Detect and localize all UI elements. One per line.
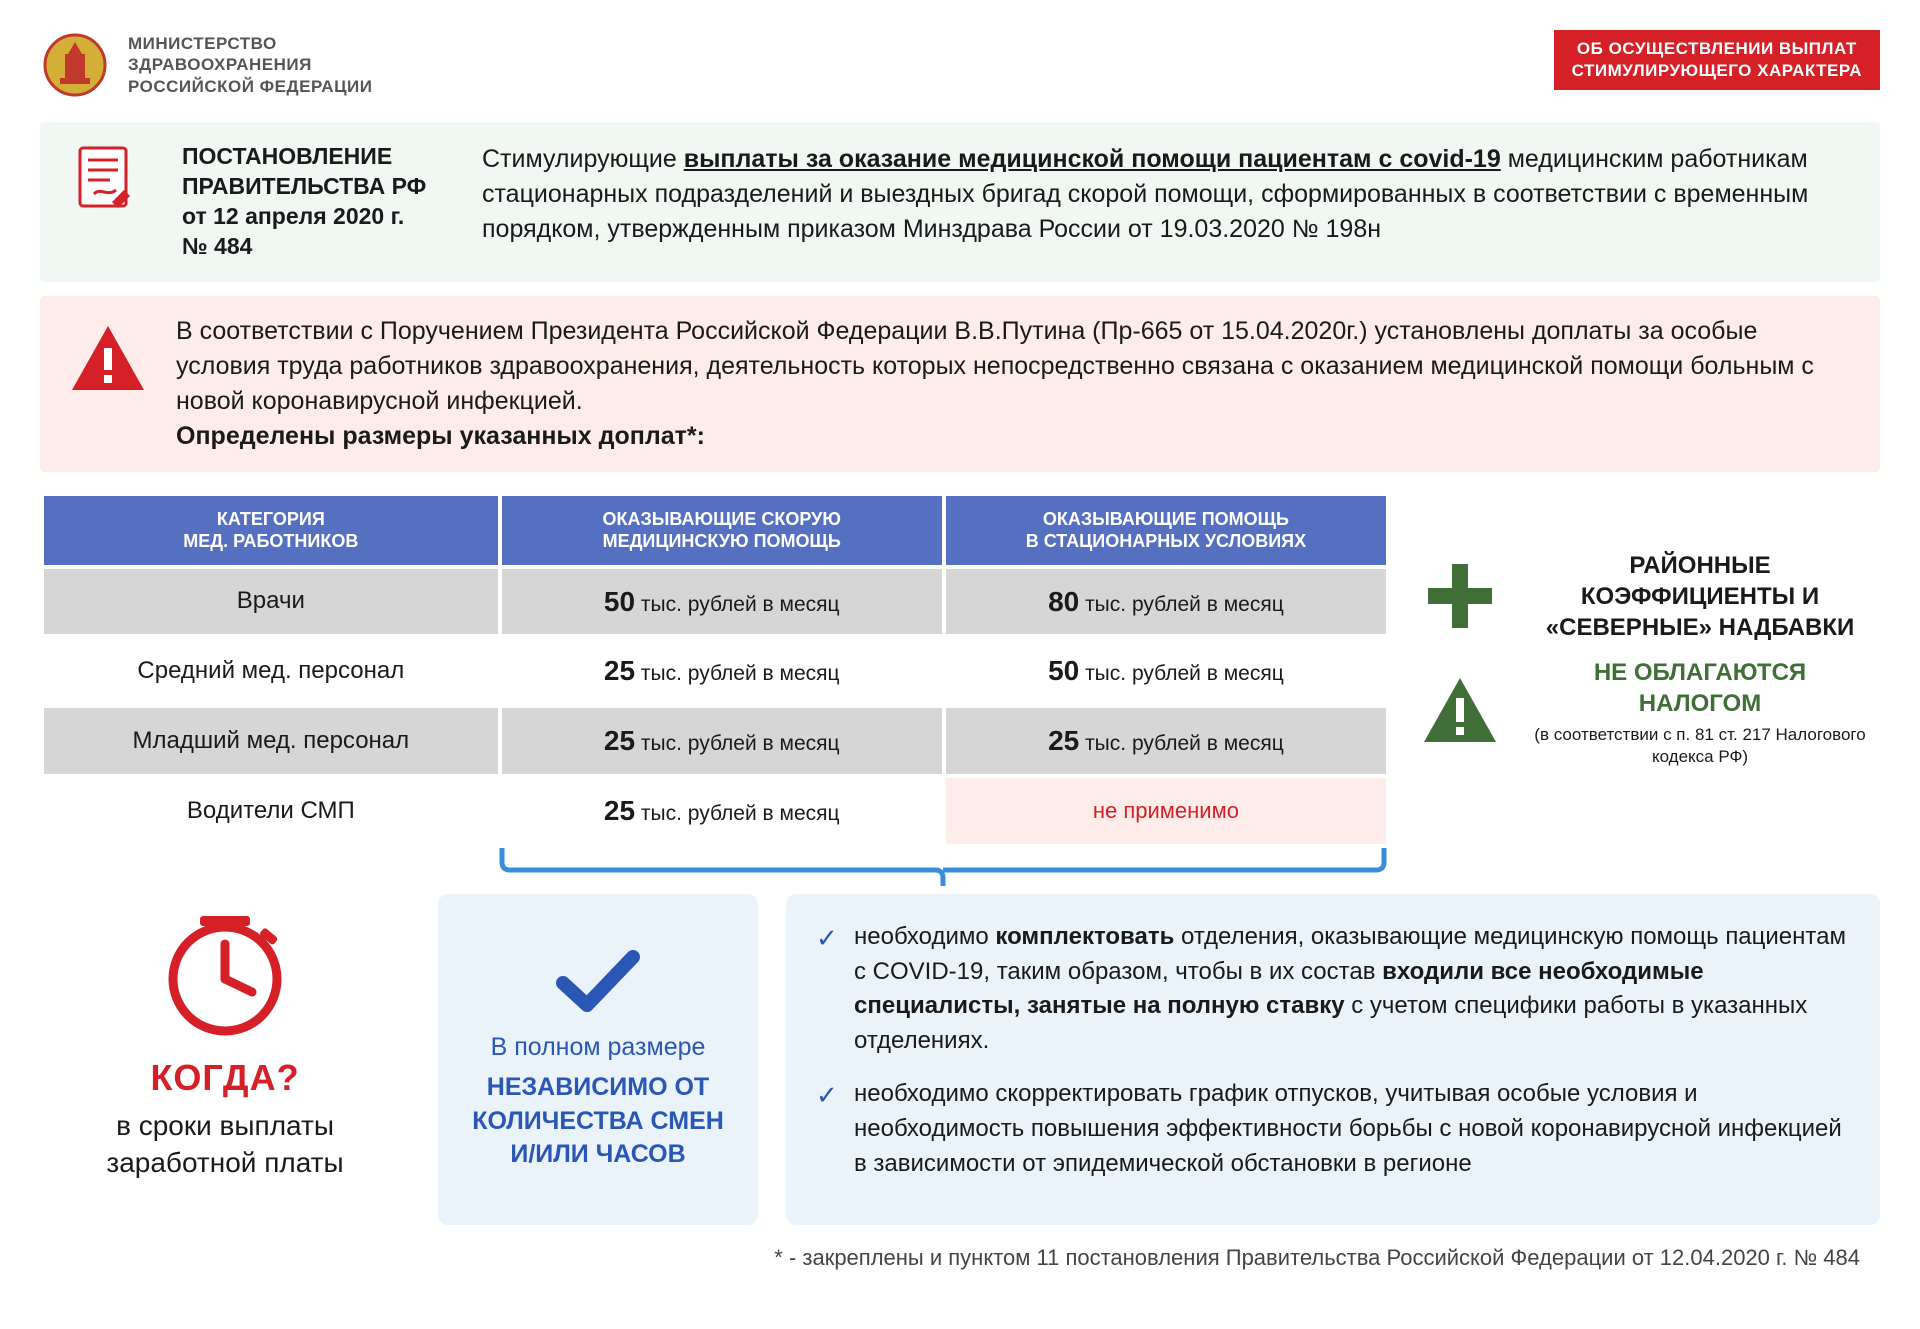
decree-box: ПОСТАНОВЛЕНИЕ ПРАВИТЕЛЬСТВА РФ от 12 апр… <box>40 122 1880 282</box>
decree-lead: Стимулирующие <box>482 145 684 173</box>
footnote: * - закреплены и пунктом 11 постановлени… <box>40 1243 1880 1273</box>
notax-line2: НАЛОГОМ <box>1639 690 1761 717</box>
main-grid: КАТЕГОРИЯ МЕД. РАБОТНИКОВ ОКАЗЫВАЮЩИЕ СК… <box>40 492 1880 886</box>
when-box: КОГДА? в сроки выплаты заработной платы <box>40 894 410 1226</box>
warning-icon <box>68 320 148 400</box>
table-row: Водители СМП25 тыс. рублей в месяцне при… <box>42 776 1388 846</box>
side-no-tax: НЕ ОБЛАГАЮТСЯ НАЛОГОМ (в соответствии с … <box>1420 657 1880 768</box>
decree-title-line: № 484 <box>182 232 442 262</box>
alert-bold: Определены размеры указанных доплат*: <box>176 422 705 450</box>
document-icon <box>70 142 142 214</box>
side-coeff-text: РАЙОННЫЕ КОЭФФИЦИЕНТЫ И «СЕВЕРНЫЕ» НАДБА… <box>1520 550 1880 644</box>
cell-category: Средний мед. персонал <box>42 636 500 706</box>
alert-box: В соответствии с Поручением Президента Р… <box>40 296 1880 472</box>
fullsize-box: В полном размере НЕЗАВИСИМО ОТ КОЛИЧЕСТВ… <box>438 894 758 1226</box>
cell-category: Врачи <box>42 567 500 637</box>
cell-amount: 50 тыс. рублей в месяц <box>944 636 1388 706</box>
decree-title: ПОСТАНОВЛЕНИЕ ПРАВИТЕЛЬСТВА РФ от 12 апр… <box>182 142 442 262</box>
check-icon: ✓ <box>816 920 840 1059</box>
notax-line1: НЕ ОБЛАГАЮТСЯ <box>1594 659 1806 686</box>
when-title: КОГДА? <box>40 1054 410 1103</box>
bullet-text: необходимо скорректировать график отпуск… <box>854 1077 1850 1181</box>
alert-text: В соответствии с Поручением Президента Р… <box>176 317 1814 415</box>
cell-category: Младший мед. персонал <box>42 706 500 776</box>
cell-amount: 50 тыс. рублей в месяц <box>500 567 944 637</box>
clock-icon <box>160 914 290 1044</box>
alert-body: В соответствии с Поручением Президента Р… <box>176 314 1850 454</box>
topic-badge: ОБ ОСУЩЕСТВЛЕНИИ ВЫПЛАТ СТИМУЛИРУЮЩЕГО Х… <box>1554 30 1880 90</box>
col-header-emergency: ОКАЗЫВАЮЩИЕ СКОРУЮ МЕДИЦИНСКУЮ ПОМОЩЬ <box>500 494 944 567</box>
header: МИНИСТЕРСТВО ЗДРАВООХРАНЕНИЯ РОССИЙСКОЙ … <box>40 30 1880 100</box>
cell-amount: 25 тыс. рублей в месяц <box>500 636 944 706</box>
bracket-icon <box>40 846 1390 886</box>
cell-amount: 80 тыс. рублей в месяц <box>944 567 1388 637</box>
bullet-text: необходимо комплектовать отделения, оказ… <box>854 920 1850 1059</box>
cell-category: Водители СМП <box>42 776 500 846</box>
decree-title-line: ПРАВИТЕЛЬСТВА РФ <box>182 172 442 202</box>
decree-title-line: от 12 апреля 2020 г. <box>182 202 442 232</box>
table-row: Средний мед. персонал25 тыс. рублей в ме… <box>42 636 1388 706</box>
badge-line: СТИМУЛИРУЮЩЕГО ХАРАКТЕРА <box>1572 60 1862 82</box>
decree-title-line: ПОСТАНОВЛЕНИЕ <box>182 142 442 172</box>
when-sub: в сроки выплаты заработной платы <box>40 1108 410 1181</box>
ministry-line: РОССИЙСКОЙ ФЕДЕРАЦИИ <box>128 76 372 97</box>
cell-amount: 25 тыс. рублей в месяц <box>500 776 944 846</box>
payments-table-wrap: КАТЕГОРИЯ МЕД. РАБОТНИКОВ ОКАЗЫВАЮЩИЕ СК… <box>40 492 1390 886</box>
cell-amount: 25 тыс. рублей в месяц <box>944 706 1388 776</box>
side-panel: РАЙОННЫЕ КОЭФФИЦИЕНТЫ И «СЕВЕРНЫЕ» НАДБА… <box>1420 492 1880 768</box>
ministry-line: ЗДРАВООХРАНЕНИЯ <box>128 54 372 75</box>
plus-icon <box>1420 556 1500 636</box>
col-header-category: КАТЕГОРИЯ МЕД. РАБОТНИКОВ <box>42 494 500 567</box>
decree-body: Стимулирующие выплаты за оказание медици… <box>482 142 1850 247</box>
cell-amount: 25 тыс. рублей в месяц <box>500 706 944 776</box>
emblem-icon <box>40 30 110 100</box>
badge-line: ОБ ОСУЩЕСТВЛЕНИИ ВЫПЛАТ <box>1572 38 1862 60</box>
col-header-inpatient: ОКАЗЫВАЮЩИЕ ПОМОЩЬ В СТАЦИОНАРНЫХ УСЛОВИ… <box>944 494 1388 567</box>
payments-table: КАТЕГОРИЯ МЕД. РАБОТНИКОВ ОКАЗЫВАЮЩИЕ СК… <box>40 492 1390 848</box>
col-header-text: ОКАЗЫВАЮЩИЕ ПОМОЩЬ В СТАЦИОНАРНЫХ УСЛОВИ… <box>1026 509 1306 552</box>
col-header-text: ОКАЗЫВАЮЩИЕ СКОРУЮ МЕДИЦИНСКУЮ ПОМОЩЬ <box>603 509 841 552</box>
table-row: Врачи50 тыс. рублей в месяц80 тыс. рубле… <box>42 567 1388 637</box>
notax-sub: (в соответствии с п. 81 ст. 217 Налогово… <box>1520 724 1880 768</box>
bullet-item: ✓необходимо комплектовать отделения, ока… <box>816 920 1850 1059</box>
logo-block: МИНИСТЕРСТВО ЗДРАВООХРАНЕНИЯ РОССИЙСКОЙ … <box>40 30 372 100</box>
fullsize-bold: НЕЗАВИСИМО ОТ КОЛИЧЕСТВА СМЕН И/ИЛИ ЧАСО… <box>460 1071 736 1172</box>
ministry-name: МИНИСТЕРСТВО ЗДРАВООХРАНЕНИЯ РОССИЙСКОЙ … <box>128 33 372 97</box>
warning-green-icon <box>1420 672 1500 752</box>
ministry-line: МИНИСТЕРСТВО <box>128 33 372 54</box>
bottom-section: КОГДА? в сроки выплаты заработной платы … <box>40 894 1880 1226</box>
cell-amount: не применимо <box>944 776 1388 846</box>
side-notax-text: НЕ ОБЛАГАЮТСЯ НАЛОГОМ (в соответствии с … <box>1520 657 1880 768</box>
check-icon: ✓ <box>816 1077 840 1181</box>
checkmark-icon <box>553 947 643 1017</box>
fullsize-lead: В полном размере <box>491 1031 706 1065</box>
side-coefficients: РАЙОННЫЕ КОЭФФИЦИЕНТЫ И «СЕВЕРНЫЕ» НАДБА… <box>1420 550 1880 644</box>
decree-underlined: выплаты за оказание медицинской помощи п… <box>684 145 1501 173</box>
bullet-item: ✓необходимо скорректировать график отпус… <box>816 1077 1850 1181</box>
table-row: Младший мед. персонал25 тыс. рублей в ме… <box>42 706 1388 776</box>
col-header-text: КАТЕГОРИЯ МЕД. РАБОТНИКОВ <box>183 509 358 552</box>
bullets-box: ✓необходимо комплектовать отделения, ока… <box>786 894 1880 1226</box>
